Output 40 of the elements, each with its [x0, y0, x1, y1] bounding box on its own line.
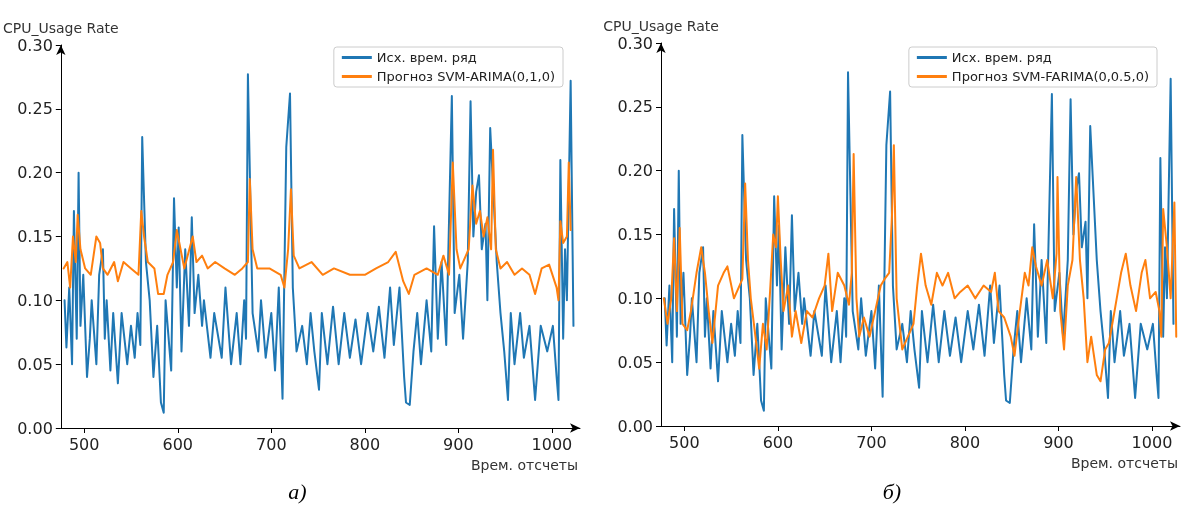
x-tick-label: 1000 [531, 434, 573, 454]
legend-label: Прогноз SVM-ARIMA(0,1,0) [376, 69, 556, 84]
y-tick-label: 0.00 [17, 418, 53, 438]
text: а) [288, 478, 307, 504]
y-tick-label: 0.05 [617, 352, 653, 372]
x-tick-label: 700 [856, 432, 887, 452]
legend-label: Исх. врем. ряд [951, 50, 1052, 65]
y-tick-label: 0.25 [17, 99, 53, 119]
y-axis-title: CPU_Usage Rate [3, 20, 119, 36]
x-axis-title: Врем. отсчеты [470, 457, 578, 473]
y-tick-label: 0.05 [17, 354, 53, 374]
y-tick-label: 0.20 [17, 163, 53, 183]
x-tick-label: 700 [256, 434, 287, 454]
x-tick-label: 900 [443, 434, 474, 454]
x-tick-label: 1000 [1131, 432, 1173, 452]
y-tick-label: 0.00 [617, 416, 653, 436]
y-tick-label: 0.25 [617, 97, 653, 117]
line-series [62, 148, 572, 302]
y-tick-label: 0.10 [617, 288, 653, 308]
x-tick-label: 500 [68, 434, 100, 454]
x-tick-label: 800 [949, 432, 981, 452]
x-axis-title: Врем. отсчеты [1070, 455, 1178, 471]
x-tick-label: 500 [669, 432, 700, 452]
y-axis-title: CPU_Usage Rate [603, 18, 719, 34]
y-tick-label: 0.30 [617, 33, 653, 53]
y-tick-label: 0.10 [17, 290, 53, 310]
x-tick-label: 600 [762, 432, 794, 452]
legend-label: Исх. врем. ряд [376, 50, 477, 65]
x-tick-label: 800 [349, 434, 381, 454]
y-tick-label: 0.20 [617, 161, 653, 181]
line-series [663, 71, 1175, 412]
x-tick-label: 900 [1043, 432, 1074, 452]
line-series [662, 144, 1178, 383]
y-tick-label: 0.15 [17, 227, 53, 246]
y-tick-label: 0.15 [617, 225, 653, 244]
x-tick-label: 600 [162, 434, 194, 454]
text: б) [882, 478, 902, 504]
line-series [63, 73, 575, 414]
legend-label: Прогноз SVM-FARIMA(0,0.5,0) [951, 69, 1149, 84]
y-tick-label: 0.30 [17, 35, 53, 55]
